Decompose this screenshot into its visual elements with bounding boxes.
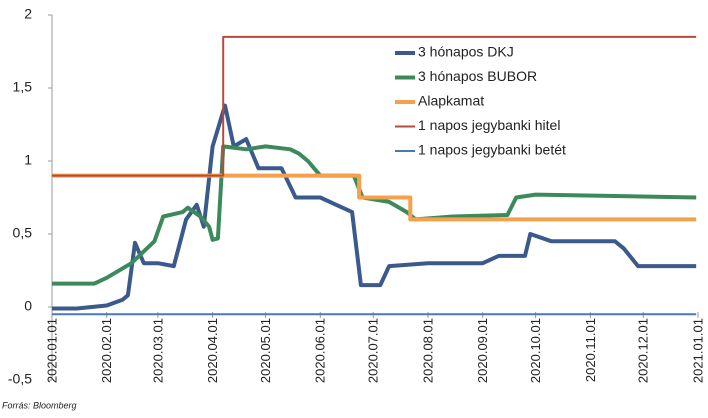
x-tick-label: 2020.10.01 xyxy=(528,318,543,383)
series-line xyxy=(52,35,697,177)
x-tick-label: 2021.01.01 xyxy=(690,318,705,383)
x-tick-label: 2020.09.01 xyxy=(475,318,490,383)
legend-label: 1 napos jegybanki betét xyxy=(418,142,566,158)
source: Forrás: Bloomberg xyxy=(2,400,77,410)
x-tick-label: 2020.07.01 xyxy=(366,318,381,383)
legend-label: Alapkamat xyxy=(418,93,484,109)
y-tick-label: 0,5 xyxy=(13,225,33,241)
x-tick-label: 2020.01.01 xyxy=(44,318,59,383)
y-tick-label: 0 xyxy=(24,298,32,314)
series-line xyxy=(52,144,697,286)
x-tick-label: 2020.04.01 xyxy=(205,318,220,383)
y-tick-label: 2 xyxy=(24,6,32,22)
legend-label: 3 hónapos DKJ xyxy=(418,44,514,60)
x-tick-label: 2020.03.01 xyxy=(150,318,165,383)
x-tick-label: 2020.08.01 xyxy=(420,318,435,383)
x-tick-label: 2020.12.01 xyxy=(636,318,651,383)
series-line xyxy=(52,103,697,311)
y-tick-label: -0,5 xyxy=(8,371,32,387)
legend-label: 3 hónapos BUBOR xyxy=(418,68,537,84)
legend-label: 1 napos jegybanki hitel xyxy=(418,117,560,133)
x-tick-label: 2020.02.01 xyxy=(99,318,114,383)
x-tick-label: 2020.11.01 xyxy=(583,318,598,382)
y-tick-label: 1,5 xyxy=(13,79,33,95)
x-tick-label: 2020.06.01 xyxy=(313,318,328,383)
series-line xyxy=(52,173,697,222)
y-tick-label: 1 xyxy=(24,152,32,168)
x-tick-label: 2020.05.01 xyxy=(258,318,273,383)
